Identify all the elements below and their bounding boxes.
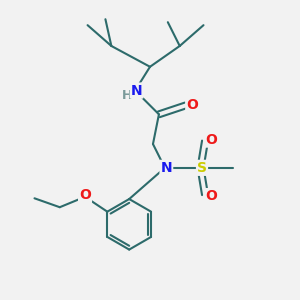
Text: S: S xyxy=(197,161,207,175)
Text: N: N xyxy=(160,161,172,175)
Text: O: O xyxy=(79,188,91,202)
Text: O: O xyxy=(206,189,218,203)
Text: O: O xyxy=(186,98,198,112)
Text: O: O xyxy=(206,133,218,147)
Text: H: H xyxy=(122,88,132,101)
Text: N: N xyxy=(131,84,142,98)
